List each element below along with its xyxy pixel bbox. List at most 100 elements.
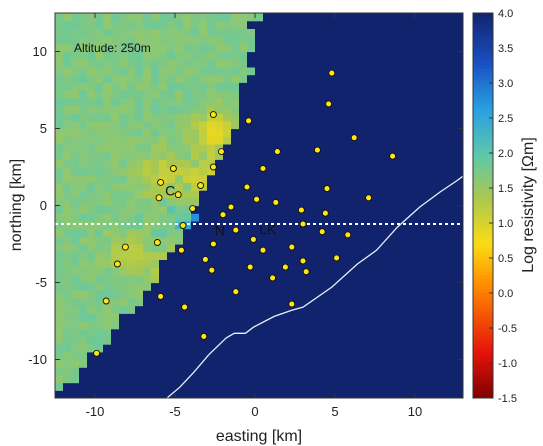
heatmap-cell [111, 66, 120, 76]
heatmap-cell [223, 359, 232, 368]
heatmap-cell [335, 336, 344, 345]
heatmap-cell [79, 151, 88, 160]
heatmap-cell [263, 82, 272, 91]
heatmap-cell [231, 220, 240, 230]
heatmap-cell [319, 290, 328, 299]
heatmap-cell [415, 374, 424, 384]
heatmap-cell [279, 321, 288, 330]
heatmap-cell [87, 374, 96, 384]
heatmap-cell [367, 321, 376, 330]
heatmap-cell [447, 43, 456, 53]
heatmap-cell [455, 190, 463, 199]
heatmap-cell [127, 174, 136, 183]
heatmap-cell [239, 51, 248, 60]
heatmap-cell [255, 20, 264, 29]
heatmap-cell [303, 136, 312, 145]
heatmap-cell [351, 367, 360, 376]
heatmap-cell [119, 20, 128, 29]
heatmap-cell [79, 190, 88, 199]
heatmap-cell [207, 344, 216, 353]
heatmap-cell [159, 13, 168, 22]
heatmap-cell [399, 136, 408, 145]
heatmap-cell [279, 90, 288, 99]
heatmap-cell [391, 213, 400, 222]
heatmap-cell [311, 74, 320, 83]
heatmap-cell [111, 167, 120, 176]
heatmap-cell [63, 344, 72, 353]
heatmap-cell [103, 197, 112, 207]
heatmap-cell [103, 105, 112, 114]
heatmap-cell [63, 205, 72, 214]
heatmap-cell [79, 205, 88, 214]
heatmap-cell [79, 182, 88, 191]
heatmap-cell [279, 120, 288, 130]
heatmap-cell [63, 105, 72, 114]
heatmap-cell [335, 374, 344, 384]
heatmap-cell [231, 105, 240, 114]
heatmap-cell [311, 13, 320, 22]
heatmap-cell [383, 136, 392, 145]
heatmap-cell [367, 282, 376, 291]
heatmap-cell [351, 74, 360, 83]
heatmap-cell [271, 151, 280, 160]
heatmap-cell [319, 59, 328, 68]
heatmap-cell [287, 228, 296, 237]
heatmap-cell [263, 351, 272, 361]
heatmap-cell [447, 367, 456, 376]
heatmap-cell [303, 59, 312, 68]
heatmap-cell [391, 113, 400, 122]
heatmap-cell [231, 159, 240, 168]
heatmap-cell [271, 351, 280, 361]
heatmap-cell [263, 328, 272, 337]
heatmap-cell [215, 367, 224, 376]
heatmap-cell [159, 213, 168, 222]
colorbar-segment [473, 195, 493, 199]
heatmap-cell [143, 336, 152, 345]
heatmap-cell [63, 321, 72, 330]
heatmap-cell [311, 205, 320, 214]
heatmap-cell [271, 128, 280, 137]
heatmap-cell [407, 213, 416, 222]
heatmap-cell [183, 151, 192, 160]
heatmap-cell [119, 197, 128, 207]
heatmap-cell [375, 205, 384, 214]
heatmap-cell [391, 220, 400, 230]
heatmap-cell [95, 313, 104, 322]
heatmap-cell [55, 382, 64, 391]
heatmap-cell [303, 328, 312, 337]
heatmap-cell [431, 213, 440, 222]
heatmap-cell [175, 290, 184, 299]
colorbar-segment [473, 307, 493, 311]
heatmap-cell [439, 205, 448, 214]
heatmap-cell [135, 321, 144, 330]
heatmap-cell [207, 359, 216, 368]
heatmap-cell [415, 321, 424, 330]
heatmap-cell [239, 244, 248, 253]
heatmap-cell [175, 136, 184, 145]
heatmap-cell [391, 51, 400, 60]
colorbar-tick-label: 4.0 [498, 8, 513, 20]
heatmap-cell [135, 190, 144, 199]
station-marker [232, 288, 240, 296]
heatmap-cell [119, 251, 128, 260]
colorbar-segment [473, 100, 493, 105]
y-tick-label: 10 [33, 44, 47, 59]
heatmap-cell [103, 43, 112, 53]
heatmap-cell [127, 220, 136, 230]
heatmap-cell [55, 228, 64, 237]
heatmap-cell [383, 43, 392, 53]
heatmap-cell [255, 244, 264, 253]
heatmap-cell [319, 167, 328, 176]
heatmap-cell [391, 74, 400, 83]
heatmap-cell [343, 36, 352, 45]
heatmap-cell [191, 97, 200, 106]
heatmap-cell [71, 236, 80, 245]
heatmap-cell [439, 220, 448, 230]
heatmap-cell [79, 328, 88, 337]
heatmap-cell [255, 128, 264, 137]
heatmap-cell [79, 97, 88, 106]
heatmap-cell [247, 305, 256, 314]
y-axis-label: northing [km] [8, 159, 25, 251]
heatmap-cell [271, 321, 280, 330]
heatmap-cell [391, 344, 400, 353]
